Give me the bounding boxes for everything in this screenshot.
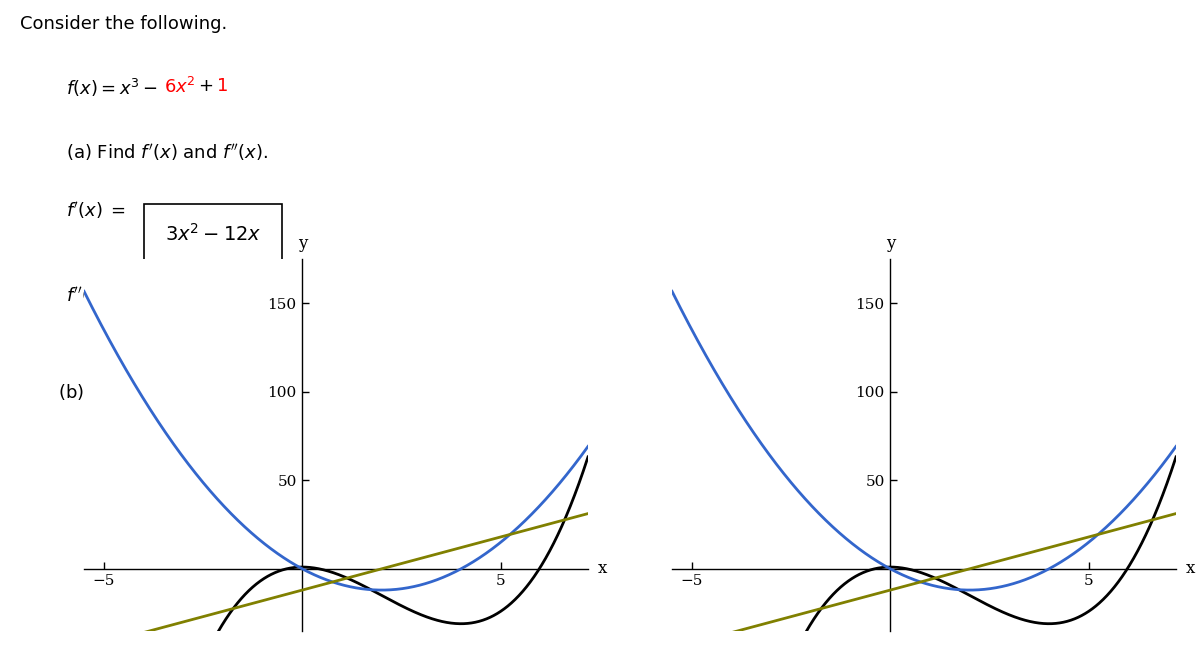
Text: $6x - 12$: $6x - 12$ — [166, 311, 238, 329]
Text: $3x^2 - 12x$: $3x^2 - 12x$ — [164, 223, 262, 245]
Text: y: y — [886, 234, 895, 252]
Text: x: x — [598, 560, 607, 577]
Text: y: y — [298, 234, 307, 252]
Text: $6x^2$: $6x^2$ — [163, 77, 196, 97]
Bar — [144, 291, 259, 358]
Bar — [144, 204, 282, 272]
Text: x: x — [1186, 560, 1195, 577]
Text: $f''(x)\;=$: $f''(x)\;=$ — [66, 285, 130, 306]
Text: Consider the following.: Consider the following. — [19, 15, 227, 33]
Text: (a) Find $f'(x)$ and $f''(x)$.: (a) Find $f'(x)$ and $f''(x)$. — [66, 143, 268, 163]
Text: $+$: $+$ — [198, 77, 214, 95]
Text: (b) Graph $f(x)$, $f'(x)$, and $f''(x)$ with a graphing utility.: (b) Graph $f(x)$, $f'(x)$, and $f''(x)$ … — [59, 382, 530, 405]
Text: $f'(x)\;=$: $f'(x)\;=$ — [66, 201, 126, 221]
Text: $1$: $1$ — [216, 77, 228, 95]
Text: $f(x) = x^3 - $: $f(x) = x^3 - $ — [66, 77, 157, 99]
